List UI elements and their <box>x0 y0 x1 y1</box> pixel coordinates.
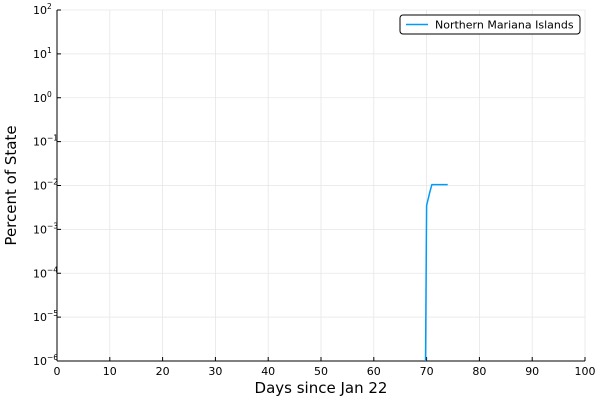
x-tick-label: 20 <box>156 365 170 378</box>
tick-labels: 0 10 20 30 40 50 60 70 80 90 100 10−6 10−5 10−4 10−3 10… <box>33 2 596 378</box>
grid-lines <box>56 9 586 362</box>
y-tick-label: 10−2 <box>33 178 58 193</box>
x-tick-label: 0 <box>54 365 61 378</box>
y-tick-label: 10−6 <box>33 353 58 368</box>
x-tick-label: 40 <box>261 365 275 378</box>
x-tick-label: 10 <box>103 365 117 378</box>
y-tick-label: 10−1 <box>33 134 58 149</box>
x-tick-label: 70 <box>420 365 434 378</box>
series-lines <box>424 183 448 362</box>
x-axis-title: Days since Jan 22 <box>255 379 388 397</box>
y-tick-label: 10−5 <box>33 309 58 324</box>
x-tick-label: 50 <box>314 365 328 378</box>
x-tick-label: 90 <box>525 365 539 378</box>
x-tick-label: 30 <box>208 365 222 378</box>
x-tick-label: 60 <box>367 365 381 378</box>
x-tick-label: 100 <box>575 365 596 378</box>
x-tick-label: 80 <box>472 365 486 378</box>
y-tick-label: 101 <box>33 46 52 61</box>
legend-box <box>399 14 581 35</box>
y-tick-label: 10−4 <box>33 265 58 280</box>
y-tick-label: 10−3 <box>33 221 58 236</box>
legend-label: Northern Mariana Islands <box>435 19 574 32</box>
y-tick-label: 100 <box>33 90 52 105</box>
axes <box>56 9 586 362</box>
legend: Northern Mariana Islands <box>399 14 581 35</box>
y-tick-label: 102 <box>33 2 52 17</box>
y-axis-title: Percent of State <box>2 125 20 245</box>
series-line <box>424 183 448 362</box>
